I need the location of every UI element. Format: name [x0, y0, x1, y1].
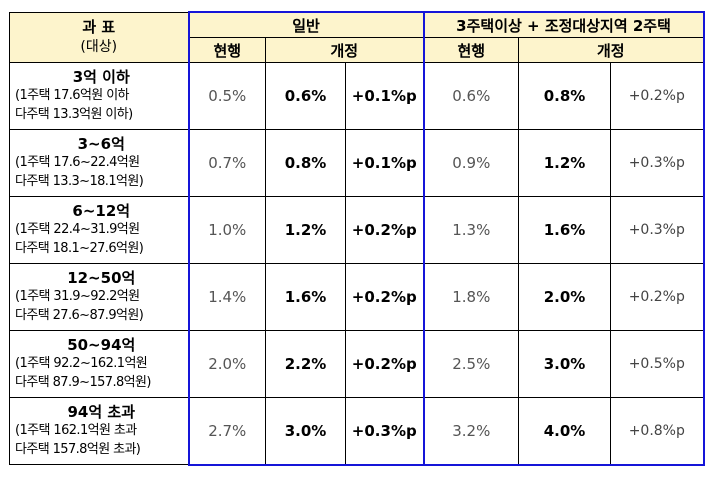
tax-rate-table: 과 표 (대상) 일반 3주택이상 + 조정대상지역 2주택 현행 개정 현행 … [9, 11, 705, 466]
gen-revised-rate: 0.8% [265, 129, 346, 197]
gen-revised-rate: 2.2% [265, 330, 346, 398]
multi-increase: +0.2%p [610, 62, 705, 130]
header-row-1: 과 표 (대상) 일반 3주택이상 + 조정대상지역 2주택 [9, 11, 705, 63]
multi-increase: +0.3%p [610, 196, 705, 264]
bracket-single-home: (1주택 31.9~92.2억원 [15, 289, 140, 304]
multi-current-rate: 1.3% [422, 196, 520, 264]
gen-current-rate: 2.7% [187, 397, 266, 466]
gen-increase: +0.1%p [344, 129, 425, 197]
category-header-sub: (대상) [80, 39, 118, 56]
gen-increase: +0.2%p [344, 330, 425, 398]
multi-increase: +0.2%p [610, 263, 705, 331]
bracket-multi-home: 다주택 18.1~27.6억원) [15, 241, 144, 256]
gen-revised-rate: 1.6% [265, 263, 346, 331]
gen-current-rate: 2.0% [187, 330, 266, 398]
table-row: 3억 이하 (1주택 17.6억원 이하 다주택 13.3억원 이하) 0.5%… [9, 62, 705, 130]
bracket-multi-home: 다주택 87.9~157.8억원) [15, 375, 151, 390]
bracket-label: 6~12억 (1주택 22.4~31.9억원 다주택 18.1~27.6억원) [9, 196, 189, 264]
bracket-single-home: (1주택 17.6~22.4억원 [15, 155, 140, 170]
gen-current-header: 현행 [187, 37, 266, 63]
multi-revised-rate: 3.0% [518, 330, 612, 398]
multi-current-rate: 1.8% [422, 263, 520, 331]
multi-revised-header: 개정 [518, 37, 705, 63]
table-row: 94억 초과 (1주택 162.1억원 초과 다주택 157.8억원 초과) 2… [9, 397, 705, 466]
bracket-title: 3~6억 [77, 135, 125, 153]
multi-current-rate: 0.9% [422, 129, 520, 197]
gen-current-rate: 0.5% [187, 62, 266, 130]
multi-current-rate: 0.6% [422, 62, 520, 130]
multi-revised-rate: 2.0% [518, 263, 612, 331]
bracket-label: 3~6억 (1주택 17.6~22.4억원 다주택 13.3~18.1억원) [9, 129, 189, 197]
gen-increase: +0.2%p [344, 263, 425, 331]
bracket-label: 12~50억 (1주택 31.9~92.2억원 다주택 27.6~87.9억원) [9, 263, 189, 331]
table-row: 3~6억 (1주택 17.6~22.4억원 다주택 13.3~18.1억원) 0… [9, 129, 705, 197]
gen-increase: +0.3%p [344, 397, 425, 466]
category-header-title: 과 표 [82, 18, 116, 37]
multi-increase: +0.8%p [610, 397, 705, 466]
bracket-multi-home: 다주택 157.8억원 초과) [15, 442, 141, 457]
gen-revised-rate: 3.0% [265, 397, 346, 466]
gen-current-rate: 1.0% [187, 196, 266, 264]
multi-increase: +0.3%p [610, 129, 705, 197]
bracket-single-home: (1주택 22.4~31.9억원 [15, 222, 140, 237]
bracket-single-home: (1주택 17.6억원 이하 [15, 88, 130, 103]
gen-increase: +0.1%p [344, 62, 425, 130]
table-row: 12~50억 (1주택 31.9~92.2억원 다주택 27.6~87.9억원)… [9, 263, 705, 331]
multi-increase: +0.5%p [610, 330, 705, 398]
table-row: 6~12억 (1주택 22.4~31.9억원 다주택 18.1~27.6억원) … [9, 196, 705, 264]
multi-current-header: 현행 [422, 37, 520, 63]
bracket-label: 94억 초과 (1주택 162.1억원 초과 다주택 157.8억원 초과) [9, 397, 189, 465]
bracket-multi-home: 다주택 27.6~87.9억원) [15, 308, 144, 323]
gen-revised-rate: 0.6% [265, 62, 346, 130]
bracket-single-home: (1주택 162.1억원 초과 [15, 423, 137, 438]
multi-revised-rate: 0.8% [518, 62, 612, 130]
table-row: 50~94억 (1주택 92.2~162.1억원 다주택 87.9~157.8억… [9, 330, 705, 398]
bracket-multi-home: 다주택 13.3~18.1억원) [15, 174, 144, 189]
bracket-label: 3억 이하 (1주택 17.6억원 이하 다주택 13.3억원 이하) [9, 62, 189, 130]
bracket-title: 12~50억 [67, 269, 136, 287]
bracket-title: 50~94억 [67, 336, 136, 354]
gen-current-rate: 1.4% [187, 263, 266, 331]
bracket-multi-home: 다주택 13.3억원 이하) [15, 107, 133, 122]
header-row-2: 현행 개정 현행 개정 [10, 37, 705, 63]
bracket-title: 94억 초과 [67, 403, 136, 421]
bracket-single-home: (1주택 92.2~162.1억원 [15, 356, 148, 371]
multi-revised-rate: 4.0% [518, 397, 612, 466]
bracket-title: 3억 이하 [72, 68, 130, 86]
group-multi-header: 3주택이상 + 조정대상지역 2주택 [422, 11, 705, 38]
multi-current-rate: 3.2% [422, 397, 520, 466]
group-general-header: 일반 [187, 11, 425, 38]
gen-revised-header: 개정 [264, 37, 425, 63]
multi-revised-rate: 1.2% [518, 129, 612, 197]
category-header: 과 표 (대상) [9, 11, 189, 63]
bracket-title: 6~12억 [72, 202, 131, 220]
multi-revised-rate: 1.6% [518, 196, 612, 264]
bracket-label: 50~94억 (1주택 92.2~162.1억원 다주택 87.9~157.8억… [9, 330, 189, 398]
gen-current-rate: 0.7% [187, 129, 266, 197]
multi-current-rate: 2.5% [422, 330, 520, 398]
gen-increase: +0.2%p [344, 196, 425, 264]
gen-revised-rate: 1.2% [265, 196, 346, 264]
